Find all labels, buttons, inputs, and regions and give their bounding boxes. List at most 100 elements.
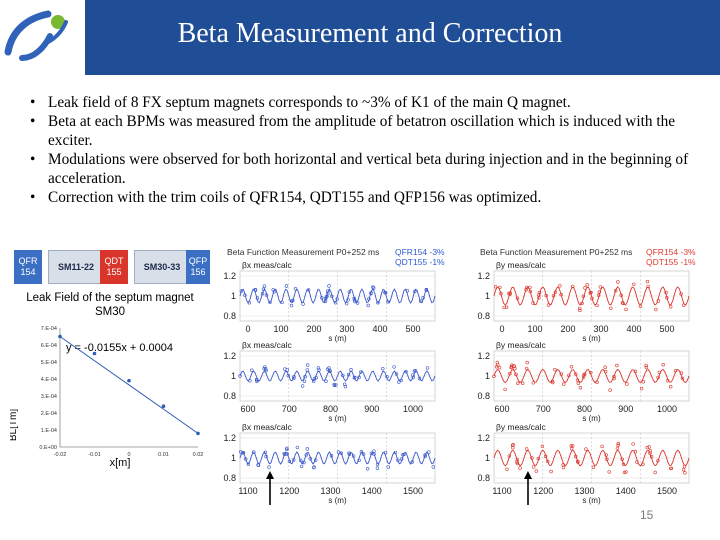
beta-data-point: [589, 290, 593, 295]
beta-data-point: [510, 363, 514, 367]
s-axis-label: s (m): [582, 496, 601, 505]
beta-data-point: [531, 381, 535, 385]
beta-data-point: [290, 299, 294, 303]
beta-data-point: [612, 376, 616, 381]
ytick-label: 1: [485, 371, 490, 381]
beta-data-point: [673, 369, 678, 373]
beta-data-point: [648, 449, 652, 453]
beta-data-point: [244, 457, 248, 461]
beta-title: Beta Function Measurement P0+252 ms: [480, 247, 632, 257]
magnet-qfp156: QFP 156: [186, 250, 210, 284]
beta-data-point: [507, 454, 511, 458]
beta-data-point: [255, 296, 260, 300]
beta-data-point: [524, 366, 529, 371]
beta-data-point: [595, 380, 599, 385]
ytick-label: 1: [485, 453, 490, 463]
s-axis-label: s (m): [328, 334, 347, 343]
beta-data-point: [347, 452, 352, 457]
leak-ytick-label: 4.E-04: [41, 377, 57, 383]
leak-ytick-label: 1.E-04: [41, 428, 57, 434]
beta-data-point: [421, 295, 425, 300]
beta-data-point: [679, 292, 683, 296]
beta-data-point: [645, 279, 650, 284]
beta-data-point: [567, 373, 571, 378]
leak-data-point: [58, 334, 62, 339]
beta-data-point: [352, 376, 357, 380]
beta-data-point: [357, 375, 361, 380]
beta-data-point: [371, 285, 375, 289]
beta-data-point: [376, 300, 380, 305]
beta-data-point: [324, 379, 328, 384]
beta-data-point: [357, 458, 361, 463]
xtick-label: 800: [577, 404, 592, 414]
beta-data-point: [316, 366, 321, 370]
beta-data-point: [399, 378, 403, 383]
beta-data-point: [341, 373, 345, 378]
beta-data-point: [531, 301, 535, 305]
beta-data-point: [661, 362, 665, 367]
beta-data-point: [396, 458, 400, 463]
xtick-label: 1500: [657, 486, 677, 496]
beta-data-point: [424, 287, 429, 292]
beta-data-point: [255, 379, 259, 384]
beta-panel-label: βx meas/calc: [242, 340, 293, 350]
beta-data-point: [588, 291, 592, 295]
xtick-label: 900: [618, 404, 633, 414]
beta-data-point: [633, 449, 638, 454]
beta-data-point: [624, 307, 628, 312]
beta-data-point: [666, 379, 670, 383]
beta-data-point: [263, 365, 267, 369]
leak-data-point: [161, 404, 166, 408]
beta-data-point: [332, 382, 336, 387]
beta-data-point: [518, 466, 522, 470]
beta-data-point: [264, 368, 268, 373]
beta-data-point: [620, 301, 625, 305]
beta-data-point: [347, 290, 352, 294]
beta-data-point: [656, 375, 660, 380]
beta-data-point: [287, 459, 292, 464]
beta-data-point: [664, 290, 668, 295]
beta-data-point: [326, 289, 330, 293]
xtick-label: 600: [240, 404, 255, 414]
beta-data-point: [417, 376, 422, 381]
beta-data-point: [644, 363, 648, 368]
leak-ytick-label: 7.E-04: [41, 326, 57, 332]
beta-data-point: [537, 290, 542, 295]
beta-data-point: [327, 369, 332, 373]
beta-data-point: [521, 381, 525, 386]
beta-data-point: [253, 288, 258, 292]
s-axis-label: s (m): [328, 414, 347, 423]
leak-data-point: [196, 431, 200, 436]
beta-data-point: [375, 466, 380, 470]
beta-data-point: [289, 303, 294, 308]
xtick-label: 1200: [279, 486, 299, 496]
xtick-label: 0: [499, 324, 504, 334]
leak-chart-title-line2: SM30: [94, 306, 126, 318]
beta-data-point: [263, 450, 267, 455]
beta-data-point: [246, 462, 251, 466]
beta-data-point: [597, 290, 601, 294]
beta-data-point: [292, 376, 296, 381]
beta-data-point: [413, 289, 417, 294]
leak-xlabel: x[m]: [110, 457, 131, 469]
beta-panel: βy meas/calc 1.2 1 0.8 0 100 200 300 400 500 s (m): [477, 260, 690, 343]
beta-data-point: [349, 367, 353, 372]
beta-data-point: [333, 300, 338, 305]
beta-data-point: [559, 372, 563, 376]
beta-data-point: [248, 379, 252, 383]
leak-fit-line: [59, 336, 199, 434]
beta-curve: [493, 368, 690, 384]
beta-data-point: [494, 365, 499, 369]
beta-data-point: [583, 372, 587, 376]
ytick-label: 0.8: [223, 473, 236, 483]
beta-data-point: [607, 470, 611, 474]
xtick-label: 1100: [492, 486, 511, 496]
beta-curve: [239, 370, 436, 382]
beta-data-point: [361, 452, 366, 456]
beta-data-point: [583, 286, 587, 290]
beta-data-point: [649, 455, 654, 459]
beta-data-point: [305, 447, 310, 451]
beta-data-point: [632, 282, 636, 286]
beta-data-point: [605, 457, 609, 462]
